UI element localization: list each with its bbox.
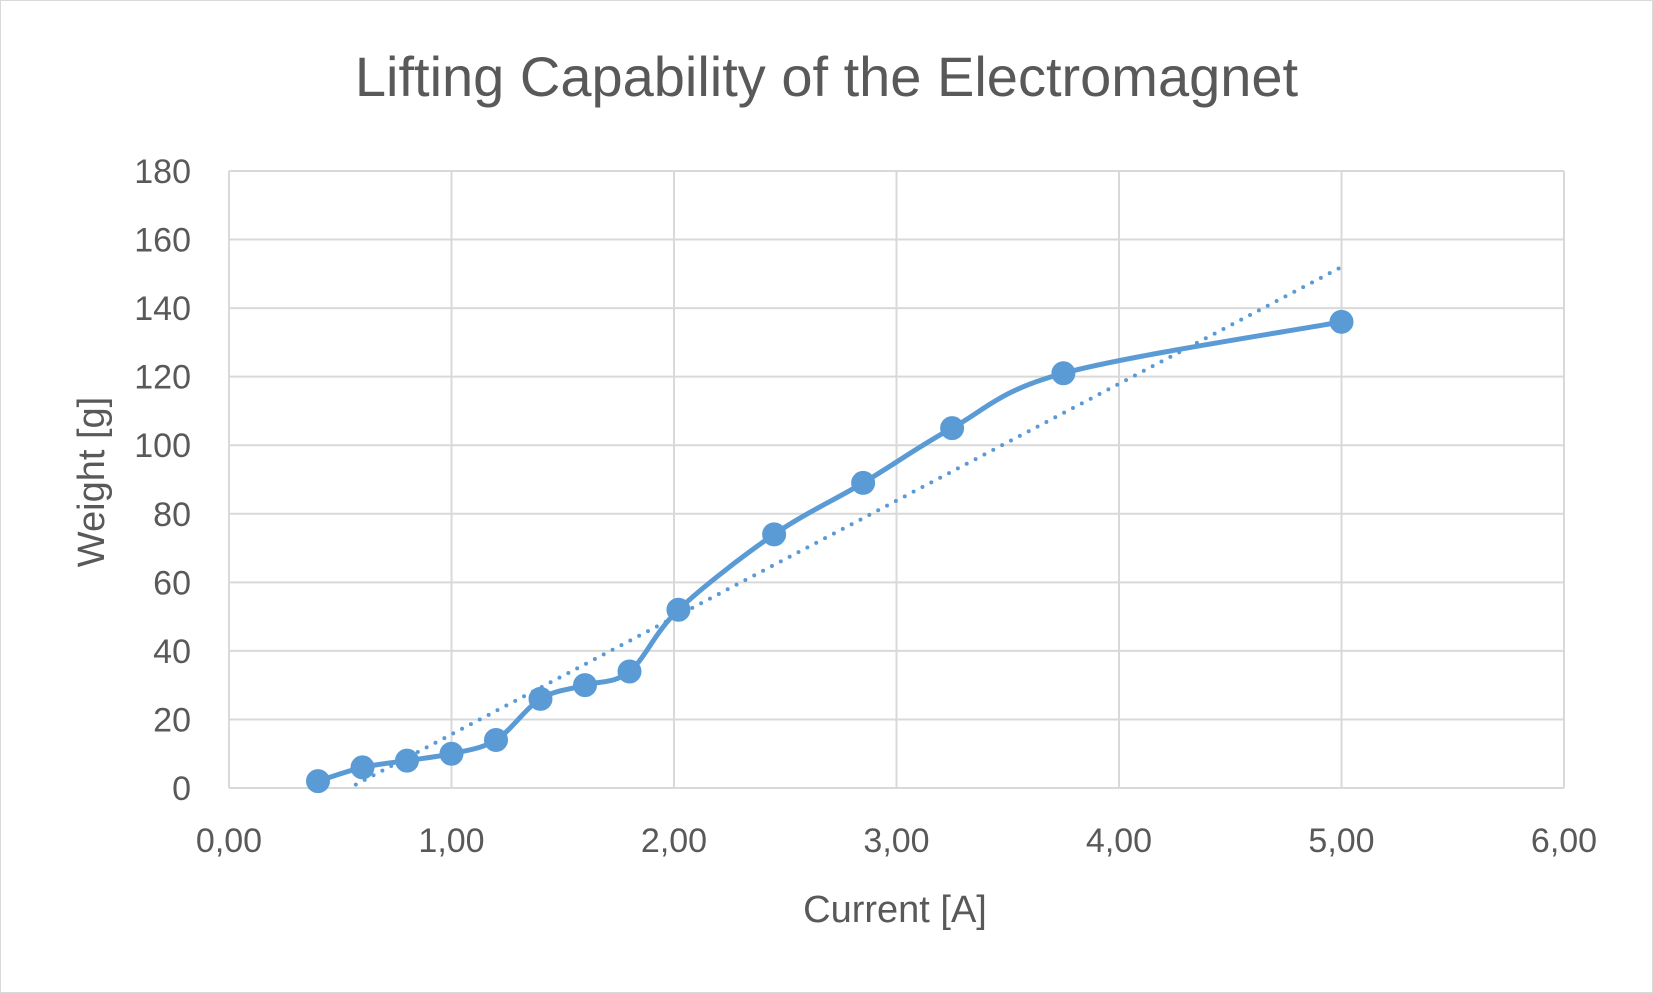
x-tick-label: 6,00: [1531, 822, 1597, 860]
tick-label-layer: 0 20 40 60 80 100 120 140 160 180 0,00 1,00 2,00 3,00…: [134, 153, 1597, 860]
x-tick-label: 5,00: [1308, 822, 1374, 860]
series-layer: [306, 309, 1354, 794]
data-point: [395, 748, 419, 773]
series-line: [315, 319, 1344, 784]
y-tick-label: 120: [134, 359, 191, 397]
y-tick-label: 180: [134, 153, 191, 191]
x-axis-title: Current [A]: [803, 889, 987, 931]
data-point: [1329, 309, 1354, 334]
y-axis-title: Weight [g]: [71, 397, 113, 567]
y-tick-label: 40: [153, 633, 191, 671]
x-tick-label: 2,00: [641, 822, 707, 860]
y-tick-label: 20: [153, 701, 191, 739]
data-point: [573, 673, 597, 698]
data-point: [350, 755, 375, 780]
y-tick-label: 0: [172, 770, 191, 808]
y-tick-label: 140: [134, 290, 191, 328]
chart-title: Lifting Capability of the Electromagnet: [354, 45, 1299, 108]
y-tick-label: 160: [134, 222, 191, 260]
x-tick-label: 0,00: [196, 822, 262, 860]
y-tick-label: 80: [153, 496, 191, 534]
data-point: [851, 470, 876, 495]
data-point: [306, 769, 330, 794]
y-tick-label: 60: [153, 564, 191, 602]
data-point: [439, 741, 464, 766]
data-point: [528, 686, 553, 711]
x-tick-label: 3,00: [863, 822, 929, 860]
x-tick-label: 1,00: [418, 822, 484, 860]
x-tick-label: 4,00: [1086, 822, 1152, 860]
data-point: [484, 728, 508, 753]
data-point: [666, 597, 691, 622]
data-point: [617, 659, 642, 684]
grid-layer: [228, 170, 1565, 789]
data-point: [762, 522, 787, 547]
data-point: [1051, 361, 1076, 386]
data-point: [940, 416, 965, 441]
y-tick-label: 100: [134, 427, 191, 465]
